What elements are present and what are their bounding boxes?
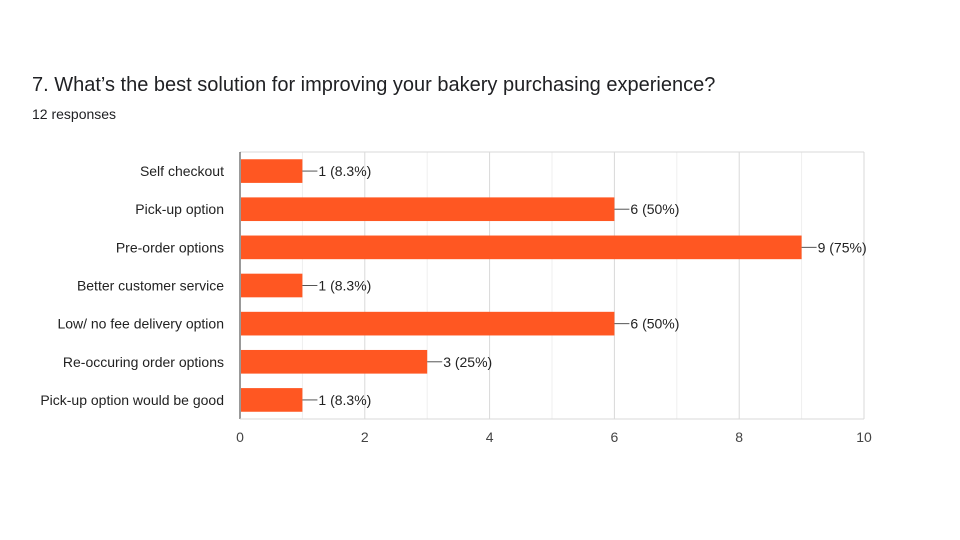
data-label: 9 (75%) [818,239,867,255]
bar [241,273,303,298]
bar [241,235,802,260]
bar [241,349,428,374]
category-label: Self checkout [140,163,224,179]
question-title: 7. What’s the best solution for improvin… [32,74,716,96]
data-label: 3 (25%) [443,354,492,370]
grid-lines [239,151,865,420]
category-label: Pre-order options [116,239,224,255]
category-label: Pick-up option [135,201,224,217]
category-label: Better customer service [77,278,224,294]
x-tick-label: 0 [236,429,244,445]
x-axis-ticks: 0 2 4 6 8 10 [236,429,872,445]
category-labels: Self checkout Pick-up option Pre-order opt… [40,163,224,408]
x-tick-label: 8 [735,429,743,445]
data-label: 6 (50%) [630,201,679,217]
category-label: Pick-up option would be good [40,392,224,408]
bar [241,159,303,183]
response-count: 12 responses [32,106,117,122]
bar [241,197,615,222]
category-label: Low/ no fee delivery option [57,316,224,332]
data-label: 1 (8.3%) [318,392,371,408]
data-label: 1 (8.3%) [318,163,371,179]
x-tick-label: 2 [361,429,369,445]
x-tick-label: 4 [486,429,494,445]
data-label: 1 (8.3%) [318,278,371,294]
x-tick-label: 10 [856,429,872,445]
bar [241,311,615,336]
data-label: 6 (50%) [630,316,679,332]
x-tick-label: 6 [611,429,619,445]
bars: 1 (8.3%) 6 (50%) 9 (75%) 1 (8.3%) 6 (50%) 3 (… [241,159,867,412]
category-label: Re-occuring order options [63,354,224,370]
bar [241,388,303,412]
